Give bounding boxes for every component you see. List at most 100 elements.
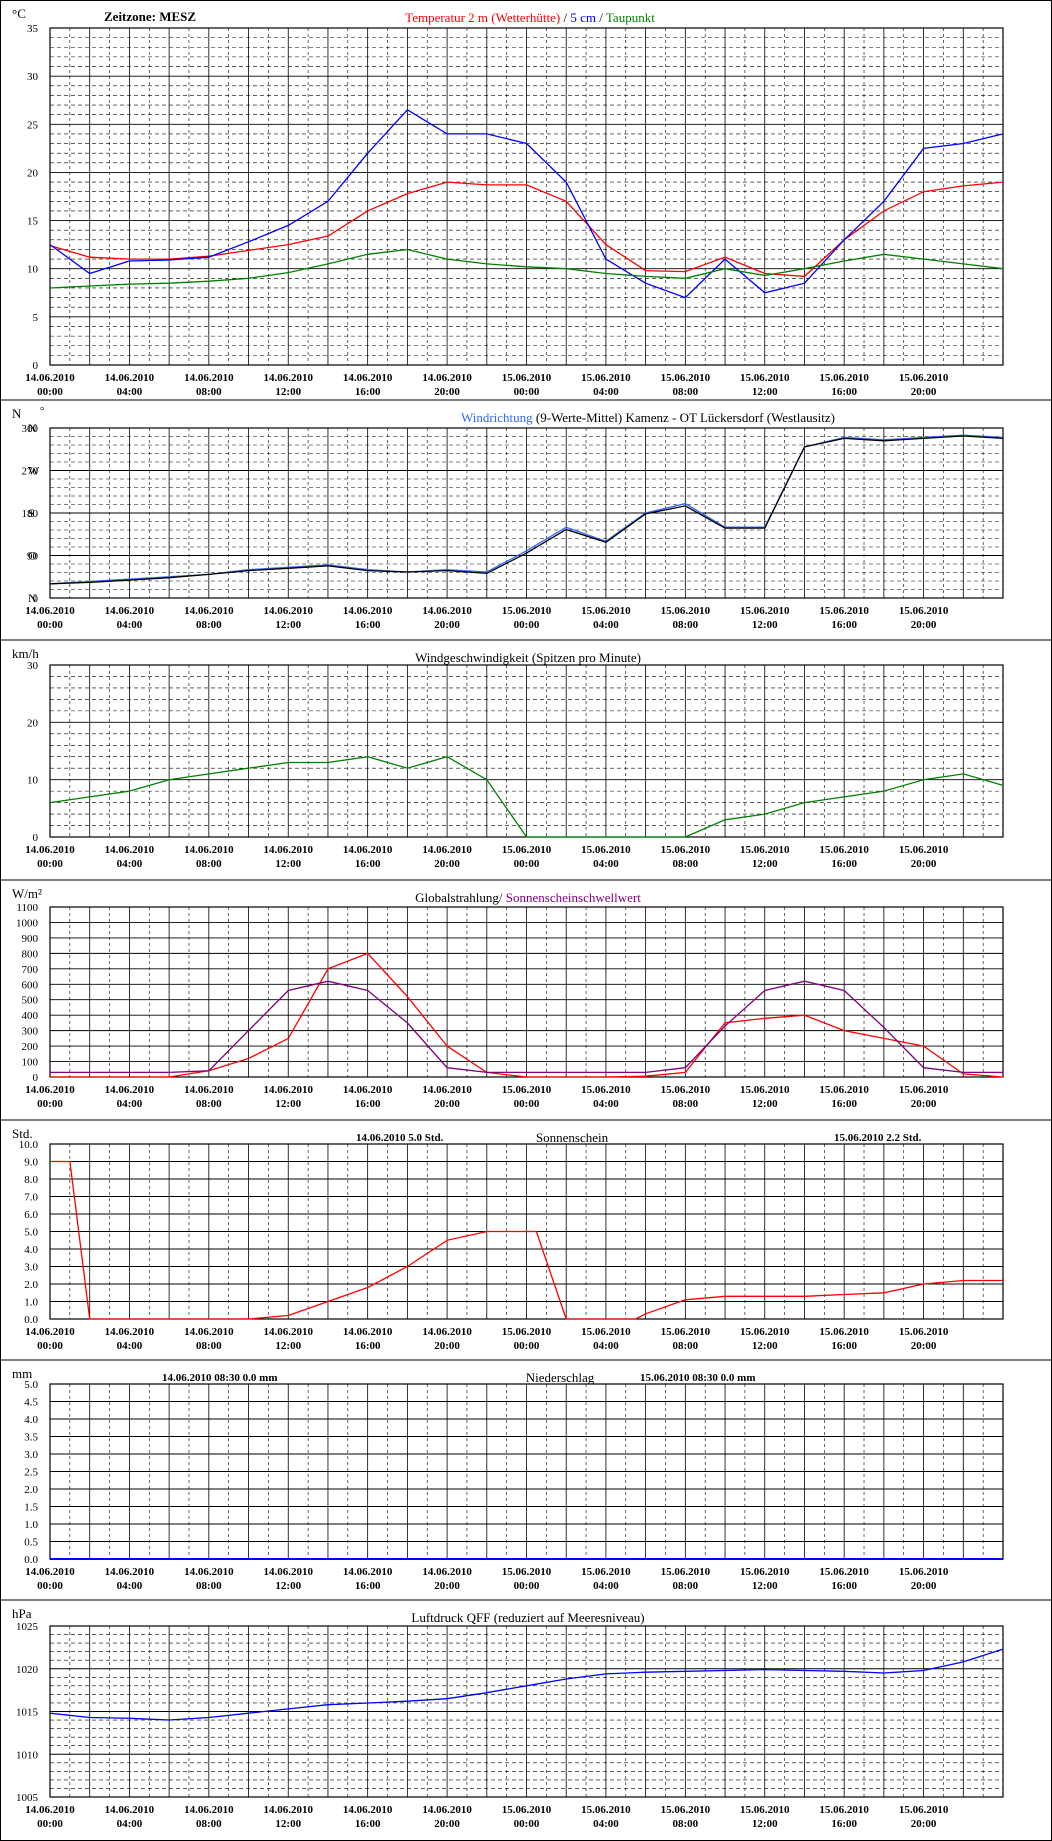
x-tick-time: 12:00 xyxy=(275,1098,301,1110)
x-tick-time: 04:00 xyxy=(593,858,619,870)
x-tick-date: 14.06.2010 xyxy=(264,1084,314,1096)
x-tick-date: 14.06.2010 xyxy=(25,1326,75,1338)
y-tick-label: 6.0 xyxy=(24,1209,38,1221)
y-tick-label: 0 xyxy=(33,593,39,605)
x-tick-date: 15.06.2010 xyxy=(819,1804,869,1816)
x-tick-date: 14.06.2010 xyxy=(105,1084,155,1096)
y-tick-label: 1.0 xyxy=(24,1519,38,1531)
y-tick-label-compass: N xyxy=(28,591,37,605)
y-tick-label: 7.0 xyxy=(24,1192,38,1204)
y-tick-label: 1.0 xyxy=(24,1297,38,1309)
x-tick-time: 16:00 xyxy=(355,1580,381,1592)
y-tick-label: 1.5 xyxy=(24,1502,38,1514)
x-tick-date: 15.06.2010 xyxy=(502,372,552,384)
y-tick-label: 2.0 xyxy=(24,1279,38,1291)
x-tick-time: 08:00 xyxy=(196,1340,222,1352)
y-tick-label: 0.0 xyxy=(24,1314,38,1326)
y-tick-label-compass: N xyxy=(28,421,37,435)
y-tick-label: 30 xyxy=(27,660,39,672)
chart-title-part: Windrichtung xyxy=(461,410,533,425)
x-tick-time: 12:00 xyxy=(275,1580,301,1592)
x-tick-time: 20:00 xyxy=(434,1580,460,1592)
x-tick-time: 20:00 xyxy=(434,1098,460,1110)
x-tick-date: 15.06.2010 xyxy=(502,1084,552,1096)
x-tick-date: 15.06.2010 xyxy=(819,605,869,617)
x-tick-time: 08:00 xyxy=(672,858,698,870)
chart-title: Globalstrahlung/ Sonnenscheinschwellwert xyxy=(415,890,641,905)
x-tick-time: 00:00 xyxy=(514,1340,540,1352)
x-tick-date: 14.06.2010 xyxy=(422,1804,472,1816)
series-line-sonnenschein xyxy=(50,1160,1003,1320)
chart-title-part: Taupunkt xyxy=(606,10,655,25)
y-unit-label: W/m² xyxy=(12,886,42,901)
x-tick-time: 16:00 xyxy=(831,386,857,398)
x-tick-time: 00:00 xyxy=(37,386,63,398)
chart-title-part: Sonnenscheinschwellwert xyxy=(506,890,641,905)
x-tick-date: 14.06.2010 xyxy=(105,844,155,856)
x-tick-date: 15.06.2010 xyxy=(581,605,631,617)
x-tick-date: 14.06.2010 xyxy=(343,1804,393,1816)
x-tick-time: 12:00 xyxy=(752,619,778,631)
y-tick-label: 180 xyxy=(22,508,39,520)
x-tick-date: 15.06.2010 xyxy=(819,1566,869,1578)
x-tick-date: 14.06.2010 xyxy=(184,1326,234,1338)
y-tick-label: 1010 xyxy=(16,1749,39,1761)
timezone-label: Zeitzone: MESZ xyxy=(104,9,196,24)
y-tick-label: 800 xyxy=(22,948,39,960)
x-tick-time: 04:00 xyxy=(117,858,143,870)
x-tick-date: 15.06.2010 xyxy=(740,844,790,856)
x-tick-date: 14.06.2010 xyxy=(105,1804,155,1816)
x-tick-time: 12:00 xyxy=(275,619,301,631)
x-tick-date: 15.06.2010 xyxy=(819,1084,869,1096)
x-tick-date: 15.06.2010 xyxy=(581,1804,631,1816)
series-line-5-cm xyxy=(49,108,1004,299)
plot-area-frame xyxy=(49,1625,1004,1798)
series-line-9-werte-mittel xyxy=(49,435,1004,585)
y-tick-label: 0 xyxy=(33,1072,39,1084)
y-tick-label: 10 xyxy=(27,264,39,276)
y-tick-label-compass: S xyxy=(28,506,35,520)
y-tick-label: 5.0 xyxy=(24,1227,38,1239)
y-tick-label: 3.5 xyxy=(24,1432,38,1444)
y-unit-label: °C xyxy=(12,6,26,21)
x-tick-date: 14.06.2010 xyxy=(422,844,472,856)
y-tick-label: 300 xyxy=(22,1026,39,1038)
x-tick-time: 00:00 xyxy=(514,619,540,631)
y-tick-label: 5.0 xyxy=(24,1379,38,1391)
title-day1-total: 14.06.2010 08:30 0.0 mm xyxy=(162,1372,278,1384)
y-tick-label: 0 xyxy=(33,360,39,372)
x-tick-date: 15.06.2010 xyxy=(740,1084,790,1096)
x-tick-time: 00:00 xyxy=(37,1580,63,1592)
x-tick-date: 14.06.2010 xyxy=(184,605,234,617)
x-tick-date: 14.06.2010 xyxy=(25,372,75,384)
x-tick-date: 14.06.2010 xyxy=(264,372,314,384)
y-unit-label: Std. xyxy=(12,1126,33,1141)
x-tick-time: 00:00 xyxy=(37,1098,63,1110)
y-tick-label: 35 xyxy=(27,23,39,35)
x-tick-time: 04:00 xyxy=(593,1340,619,1352)
plot-area-frame xyxy=(49,427,1004,599)
x-tick-date: 15.06.2010 xyxy=(819,844,869,856)
x-tick-time: 20:00 xyxy=(911,858,937,870)
y-tick-label: 4.0 xyxy=(24,1414,38,1426)
x-tick-date: 14.06.2010 xyxy=(25,1566,75,1578)
x-tick-date: 15.06.2010 xyxy=(899,372,949,384)
x-tick-time: 04:00 xyxy=(593,386,619,398)
x-tick-date: 15.06.2010 xyxy=(740,605,790,617)
y-unit-label: hPa xyxy=(12,1606,32,1621)
x-tick-date: 15.06.2010 xyxy=(581,1084,631,1096)
x-tick-date: 14.06.2010 xyxy=(105,1566,155,1578)
x-tick-date: 14.06.2010 xyxy=(184,372,234,384)
x-tick-date: 15.06.2010 xyxy=(581,844,631,856)
x-tick-date: 14.06.2010 xyxy=(184,1566,234,1578)
y-unit-label: km/h xyxy=(12,646,39,661)
y-tick-label: 1005 xyxy=(16,1792,39,1804)
y-tick-label: 10 xyxy=(27,775,39,787)
x-tick-time: 16:00 xyxy=(831,1098,857,1110)
x-tick-time: 12:00 xyxy=(752,1818,778,1830)
x-tick-date: 15.06.2010 xyxy=(661,372,711,384)
x-tick-time: 00:00 xyxy=(37,619,63,631)
y-tick-label: 0.5 xyxy=(24,1537,38,1549)
x-tick-date: 15.06.2010 xyxy=(740,372,790,384)
y-tick-label: 360 xyxy=(22,423,39,435)
